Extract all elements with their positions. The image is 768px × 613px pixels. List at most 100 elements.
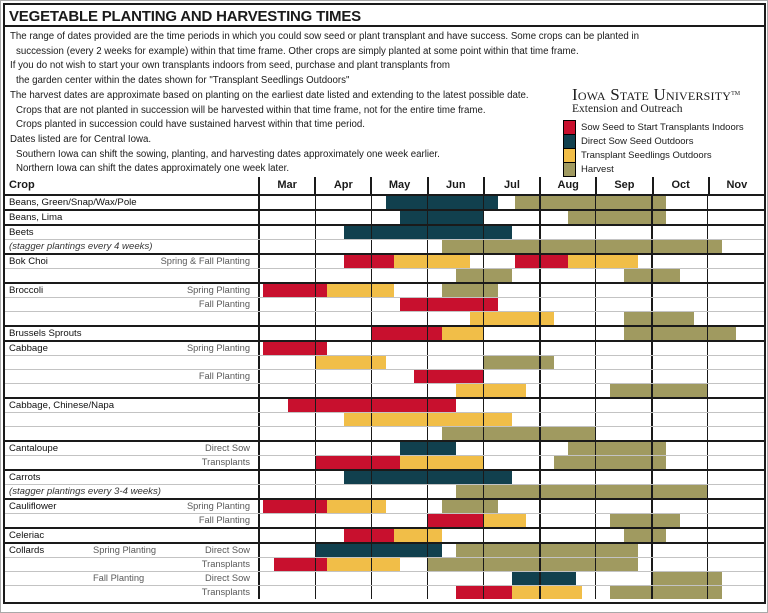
crop-name: Cantaloupe [9, 443, 59, 454]
timeline-cell [260, 558, 764, 571]
month-gridline [482, 399, 485, 412]
isu-extension-subtitle: Extension and Outreach [572, 103, 683, 115]
month-gridline [594, 586, 597, 599]
month-gridline [314, 427, 317, 440]
month-gridline [706, 572, 709, 585]
month-gridline [370, 384, 373, 397]
month-gridline [482, 226, 485, 239]
month-gridline [314, 269, 317, 282]
timeline-cell [260, 384, 764, 397]
month-gridline [651, 471, 653, 484]
method-label: Spring & Fall Planting [160, 256, 250, 266]
month-gridline [539, 514, 541, 527]
month-gridline [426, 196, 429, 209]
timeline-cell [260, 572, 764, 585]
month-gridline [426, 456, 429, 469]
timeline-cell [260, 427, 764, 440]
planting-chart: Crop Mar Apr May Jun Jul Aug Sep Oct Nov Beans, … [5, 177, 764, 599]
month-gridline [651, 342, 653, 355]
legend-swatch-olive [563, 162, 576, 177]
crop-label-cell: Beans, Lima [5, 211, 260, 224]
bar-red [514, 255, 568, 268]
month-gridline [594, 370, 597, 383]
bar-yellow [316, 356, 386, 369]
month-gridline [370, 399, 373, 412]
month-gridline [314, 384, 317, 397]
timeline-cell [260, 255, 764, 268]
timeline-cell [260, 370, 764, 383]
month-gridline [370, 284, 373, 297]
month-gridline [426, 586, 429, 599]
timeline-cell [260, 399, 764, 412]
legend-swatch-yellow [563, 148, 576, 163]
crop-row: Cantaloupe Direct Sow [5, 440, 764, 455]
month-gridline [594, 312, 597, 325]
month-gridline [426, 342, 429, 355]
month-gridline [706, 342, 709, 355]
timeline-cell [260, 196, 764, 209]
month-gridline [594, 544, 597, 557]
month-header-cells: Mar Apr May Jun Jul Aug Sep Oct Nov [260, 177, 764, 194]
month-gridline [482, 384, 485, 397]
month-gridline [651, 485, 653, 498]
month-gridline [539, 384, 541, 397]
bar-red [262, 284, 328, 297]
crop-label-cell: Cantaloupe Direct Sow [5, 442, 260, 455]
bar-yellow [327, 558, 400, 571]
crop-label-cell: Fall Planting Direct Sow [5, 572, 260, 585]
bar-olive [484, 356, 554, 369]
month-gridline [706, 269, 709, 282]
month-gridline [314, 312, 317, 325]
month-gridline [314, 370, 317, 383]
legend-label: Harvest [581, 164, 614, 175]
isu-logo: Iowa State UniversityTM Extension and Ou… [572, 86, 763, 115]
month-gridline [706, 471, 709, 484]
month-gridline [314, 558, 317, 571]
legend-item: Transplant Seedlings Outdoors [563, 148, 763, 163]
month-gridline [482, 196, 485, 209]
month-gridline [594, 327, 597, 340]
bar-red [262, 342, 328, 355]
crop-label-cell: Cabbage, Chinese/Napa [5, 399, 260, 412]
month-gridline [594, 529, 597, 542]
isu-wordmark: Iowa State UniversityTM [572, 86, 763, 103]
bar-yellow [394, 529, 442, 542]
bar-olive [568, 211, 666, 224]
month-gridline [706, 544, 709, 557]
month-gridline [651, 427, 653, 440]
month-gridline [706, 226, 709, 239]
crop-label-cell: Bok Choi Spring & Fall Planting [5, 255, 260, 268]
month-gridline [482, 485, 485, 498]
legend-label: Sow Seed to Start Transplants Indoors [581, 122, 744, 133]
month-gridline [706, 298, 709, 311]
crop-row: Broccoli Spring Planting [5, 282, 764, 297]
month-gridline [539, 471, 541, 484]
month-gridline [706, 240, 709, 253]
crop-label-cell: Broccoli Spring Planting [5, 284, 260, 297]
month-gridline [314, 471, 317, 484]
crop-label-cell: Beans, Green/Snap/Wax/Pole [5, 196, 260, 209]
month-gridline [314, 399, 317, 412]
crop-label-cell: Fall Planting [5, 370, 260, 383]
bar-red [344, 255, 395, 268]
month-gridline [651, 500, 653, 513]
crop-note: (stagger plantings every 4 weeks) [9, 241, 153, 252]
month-gridline [426, 211, 429, 224]
isu-wordmark-text: Iowa State University [572, 85, 732, 104]
month-gridline [370, 529, 373, 542]
month-gridline [426, 226, 429, 239]
note-line: Crops planted in succession could have s… [16, 119, 365, 131]
method-label: Spring Planting [186, 501, 250, 511]
month-gridline [426, 442, 429, 455]
month-gridline [482, 342, 485, 355]
month-gridline [426, 544, 429, 557]
month-header-nov: Nov [707, 177, 764, 194]
month-gridline [651, 327, 653, 340]
crop-label-cell [5, 356, 260, 369]
bar-red [274, 558, 328, 571]
month-gridline [370, 211, 373, 224]
crop-label-cell: Beets [5, 226, 260, 239]
month-gridline [370, 196, 373, 209]
month-gridline [482, 298, 485, 311]
month-gridline [594, 471, 597, 484]
